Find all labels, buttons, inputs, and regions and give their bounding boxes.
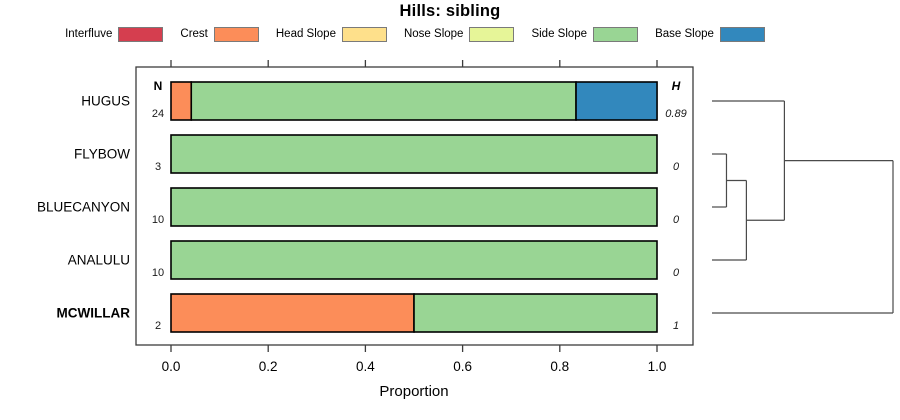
h-value: 0 [673,214,680,226]
x-axis-tick-label: 0.0 [162,359,181,374]
h-value: 0 [673,161,680,173]
legend-label: Crest [180,28,208,40]
bar-segment [413,293,658,333]
n-column-header: N [154,79,163,93]
legend-item: Side Slope [531,26,639,42]
bar-segment [170,293,415,333]
bar-segment [170,81,193,121]
chart-title: Hills: sibling [399,2,501,20]
x-axis-tick-label: 0.4 [356,359,375,374]
legend-swatch [593,26,639,42]
n-value: 10 [152,267,164,279]
n-value: 24 [152,108,164,120]
n-value: 2 [155,320,161,332]
category-label: BLUECANYON [37,200,130,215]
x-axis-tick-label: 1.0 [648,359,667,374]
h-value: 1 [673,320,679,332]
plot-box [135,66,694,346]
bar-segment [190,81,577,121]
bar-segment [170,240,658,280]
x-axis-tick-label: 0.2 [259,359,278,374]
x-axis-label: Proportion [379,383,449,400]
legend-swatch [213,26,259,42]
legend-swatch [469,26,515,42]
bar-segment [575,81,658,121]
n-value: 10 [152,214,164,226]
legend-item: Head Slope [275,26,387,42]
legend-label: Head Slope [275,28,336,40]
legend-item: Base Slope [655,26,765,42]
h-value: 0 [673,267,680,279]
legend-label: Base Slope [655,28,714,40]
legend-swatch [719,26,765,42]
bar-segment [170,187,658,227]
category-label: MCWILLAR [57,306,131,321]
legend: Interfluve Crest Head Slope Nose Slope Side … [0,25,830,43]
x-axis-tick-label: 0.8 [550,359,569,374]
legend-swatch [341,26,387,42]
category-label: HUGUS [81,94,130,109]
category-label: ANALULU [68,253,130,268]
legend-label: Interfluve [65,28,113,40]
category-label: FLYBOW [74,147,130,162]
legend-item: Nose Slope [403,26,515,42]
h-value: 0.89 [665,108,686,120]
legend-item: Crest [180,26,259,42]
legend-swatch [118,26,164,42]
legend-label: Nose Slope [403,28,464,40]
n-value: 3 [155,161,161,173]
x-axis-tick-label: 0.6 [453,359,472,374]
dendrogram [712,100,894,314]
bar-segment [170,134,658,174]
legend-label: Side Slope [531,28,588,40]
h-column-header: H [672,79,681,93]
legend-item: Interfluve [65,26,164,42]
